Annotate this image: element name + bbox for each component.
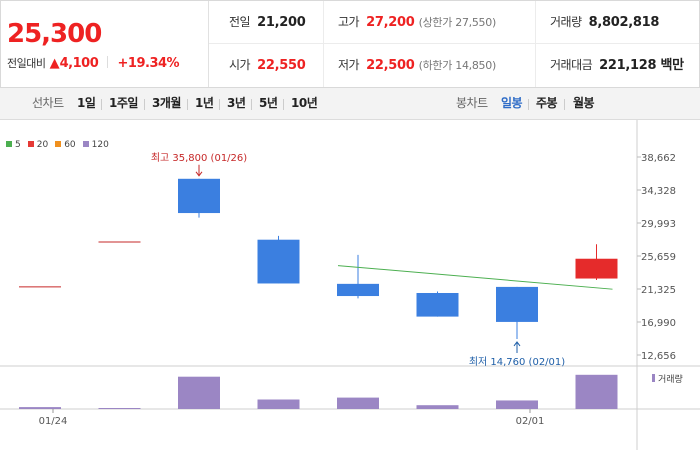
- candle-chart-label: 봉차트: [456, 96, 488, 110]
- y-tick-label: 12,656: [641, 351, 676, 362]
- candlestick-chart: 5 20 60 120 38,662 34,328 29,993 25,659 21,325 1…: [0, 120, 700, 450]
- turnover-cell: 거래대금 221,128 백만: [535, 44, 684, 87]
- candle-body: [337, 283, 379, 297]
- legend-item: 20: [27, 140, 49, 150]
- price-box: 25,300 전일대비 ▲4,100 +19.34%: [1, 1, 209, 87]
- volume-bar: [416, 405, 459, 409]
- upper-limit: (상한가 27,550): [418, 16, 497, 29]
- up-triangle-icon: ▲: [49, 56, 60, 71]
- volume-bar: [178, 376, 220, 409]
- volume-bar: [98, 408, 141, 409]
- period-3y[interactable]: 3년: [227, 96, 246, 110]
- stats-table: 전일 21,200 고가 27,200 (상한가 27,550) 거래량 8,802,…: [209, 1, 699, 87]
- divider: [528, 99, 529, 110]
- period-1d[interactable]: 1일: [77, 96, 96, 110]
- divider: [144, 99, 145, 110]
- change-value: 4,100: [59, 56, 99, 71]
- candle-body: [257, 239, 300, 284]
- legend-label: 5: [15, 140, 21, 150]
- legend-item: 120: [82, 140, 109, 150]
- legend-swatch: [55, 141, 62, 147]
- divider: [101, 99, 102, 110]
- candle-daily[interactable]: 일봉: [501, 96, 523, 110]
- low-value: 22,500: [366, 58, 415, 73]
- volume-legend-label: 거래량: [658, 373, 683, 385]
- candle-body: [496, 286, 538, 322]
- high-value: 27,200: [366, 15, 415, 30]
- legend-swatch: [6, 141, 12, 147]
- period-5y[interactable]: 5년: [259, 96, 278, 110]
- candle-body: [416, 292, 459, 317]
- turnover-value: 221,128 백만: [599, 58, 684, 73]
- stock-summary: 25,300 전일대비 ▲4,100 +19.34% 전일 21,200 고가 27…: [0, 0, 700, 88]
- candle-monthly[interactable]: 월봉: [573, 96, 595, 110]
- open-cell: 시가 22,550: [229, 44, 306, 87]
- divider: [564, 99, 565, 110]
- prev-close-label: 전일: [229, 15, 251, 29]
- volume-label: 거래량: [550, 15, 582, 29]
- candle-weekly[interactable]: 주봉: [536, 96, 558, 110]
- legend-swatch: [27, 141, 34, 147]
- down-arrow-icon: [195, 171, 203, 177]
- prev-close-cell: 전일 21,200: [229, 1, 306, 44]
- prev-close-value: 21,200: [257, 15, 306, 30]
- period-10y[interactable]: 10년: [291, 96, 318, 110]
- period-1w[interactable]: 1주일: [109, 96, 138, 110]
- volume-bar: [496, 400, 538, 409]
- x-tick-label: 01/24: [39, 416, 68, 427]
- volume-value: 8,802,818: [588, 15, 660, 30]
- x-tick-label: 02/01: [516, 416, 545, 427]
- high-annotation: 최고 35,800 (01/26): [151, 152, 247, 164]
- legend-label: 20: [36, 140, 49, 150]
- volume-cell: 거래량 8,802,818: [535, 1, 659, 44]
- change-rate: +19.34%: [117, 56, 180, 71]
- y-tick-label: 38,662: [641, 153, 676, 164]
- volume-bar: [19, 407, 61, 409]
- volume-bar: [337, 397, 379, 409]
- high-label: 고가: [338, 15, 360, 29]
- legend-item: 5: [6, 140, 21, 150]
- divider: [219, 99, 220, 110]
- ma-legend: 5 20 60 120: [6, 140, 116, 150]
- turnover-label: 거래대금: [550, 58, 593, 72]
- line-chart-label: 선차트: [32, 96, 64, 110]
- period-1y[interactable]: 1년: [195, 96, 214, 110]
- legend-item: 60: [55, 140, 76, 150]
- divider: [251, 99, 252, 110]
- low-label: 저가: [338, 58, 360, 72]
- y-tick-label: 16,990: [641, 318, 676, 329]
- divider: [187, 99, 188, 110]
- y-tick-label: 29,993: [641, 219, 676, 230]
- up-arrow-icon: [513, 341, 521, 347]
- volume-bar: [257, 399, 300, 409]
- legend-swatch: [82, 141, 89, 147]
- volume-legend-swatch: [652, 374, 655, 382]
- ma5-line: [337, 265, 613, 290]
- candle-body: [178, 178, 220, 214]
- volume-bar: [575, 374, 618, 409]
- chart-toolbar: 선차트 1일 1주일 3개월 1년 3년 5년 10년 봉차트 일봉 주봉 월봉: [0, 88, 700, 120]
- high-cell: 고가 27,200 (상한가 27,550): [323, 1, 496, 44]
- legend-label: 60: [64, 140, 76, 150]
- legend-label: 120: [91, 140, 109, 150]
- y-tick-label: 21,325: [641, 285, 676, 296]
- lower-limit: (하한가 14,850): [418, 59, 497, 72]
- open-value: 22,550: [257, 58, 306, 73]
- low-cell: 저가 22,500 (하한가 14,850): [323, 44, 496, 87]
- divider: [283, 99, 284, 110]
- change-line: 전일대비 ▲4,100 +19.34%: [7, 55, 180, 71]
- open-label: 시가: [229, 58, 251, 72]
- y-tick-label: 25,659: [641, 252, 676, 263]
- current-price: 25,300: [7, 19, 102, 49]
- chart-canvas: 38,662 34,328 29,993 25,659 21,325 16,990 12,6…: [0, 120, 700, 450]
- stats-row: 전일 21,200 고가 27,200 (상한가 27,550) 거래량 8,802,…: [209, 1, 699, 44]
- candle-body: [575, 258, 618, 279]
- change-label: 전일대비: [7, 57, 46, 70]
- period-3m[interactable]: 3개월: [152, 96, 181, 110]
- y-tick-label: 34,328: [641, 186, 676, 197]
- stats-row: 시가 22,550 저가 22,500 (하한가 14,850) 거래대금 221,1…: [209, 44, 699, 87]
- divider: [107, 56, 109, 68]
- low-annotation: 최저 14,760 (02/01): [469, 356, 565, 368]
